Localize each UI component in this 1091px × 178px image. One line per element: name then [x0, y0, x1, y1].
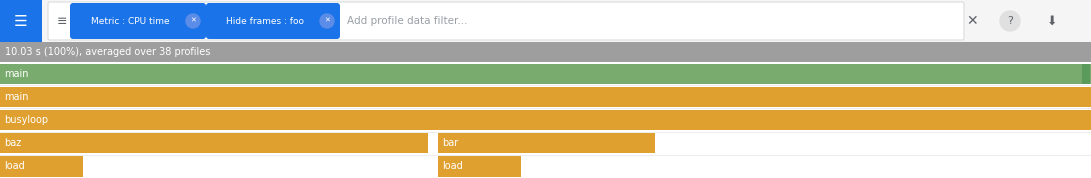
Text: load: load: [442, 161, 463, 171]
Text: ≡: ≡: [57, 14, 68, 27]
Bar: [0, 87, 1091, 107]
Bar: [0, 64, 1091, 84]
Circle shape: [1000, 11, 1020, 31]
Text: Hide frames : foo: Hide frames : foo: [226, 17, 304, 25]
Text: Metric : CPU time: Metric : CPU time: [91, 17, 169, 25]
Text: bar: bar: [442, 138, 458, 148]
Circle shape: [320, 14, 334, 28]
Bar: [439, 133, 655, 153]
Text: busyloop: busyloop: [4, 115, 48, 125]
Text: ✕: ✕: [967, 14, 978, 28]
Circle shape: [185, 14, 200, 28]
Text: ✕: ✕: [190, 18, 196, 24]
Text: ?: ?: [1007, 16, 1012, 26]
Bar: [1082, 64, 1090, 84]
Bar: [0, 110, 1091, 130]
Text: ☰: ☰: [14, 14, 27, 28]
Bar: [0, 133, 428, 153]
FancyBboxPatch shape: [206, 3, 340, 39]
Text: load: load: [4, 161, 25, 171]
Text: ⬇: ⬇: [1046, 14, 1057, 27]
Bar: [0, 62, 1091, 178]
FancyBboxPatch shape: [0, 0, 41, 42]
Text: ✕: ✕: [324, 18, 329, 24]
Bar: [0, 42, 1091, 62]
FancyBboxPatch shape: [48, 2, 964, 40]
Bar: [0, 156, 83, 177]
Text: Add profile data filter...: Add profile data filter...: [347, 16, 468, 26]
Text: main: main: [4, 69, 28, 79]
Text: baz: baz: [4, 138, 21, 148]
FancyBboxPatch shape: [70, 3, 206, 39]
Bar: [439, 156, 520, 177]
Text: 10.03 s (100%), averaged over 38 profiles: 10.03 s (100%), averaged over 38 profile…: [5, 47, 211, 57]
Text: main: main: [4, 92, 28, 102]
